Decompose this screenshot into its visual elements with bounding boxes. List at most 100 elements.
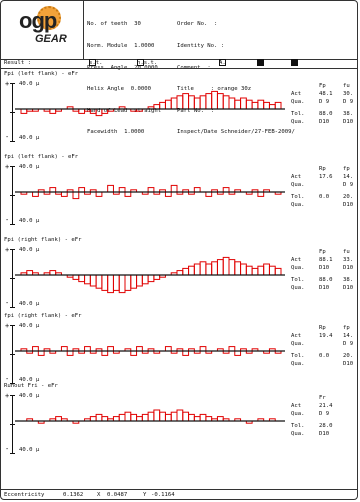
deviation-bar [147, 411, 155, 422]
minus-sign: - [5, 445, 10, 453]
deviation-bar [234, 99, 242, 110]
deviation-bar [164, 413, 172, 422]
scale-tick [10, 141, 15, 142]
deviation-bar [193, 97, 201, 110]
deviation-bar [130, 274, 138, 289]
deviation-bar [89, 108, 97, 114]
logo-subtitle: GEAR [35, 33, 67, 45]
stats-value: 88.0 [319, 111, 333, 117]
deviation-bar [101, 416, 109, 422]
section-2: Fpi (right flank) - eFr +40.0 µ 40.0 µ - Fp f… [1, 237, 357, 315]
plus-sign: + [5, 322, 10, 330]
deviation-bar [32, 191, 39, 197]
deviation-bar [159, 411, 166, 422]
eccentricity-value: 0.1362 [63, 492, 84, 498]
section-title: Fpi (left flank) - eFr [4, 71, 79, 77]
scale-tick [10, 224, 15, 225]
deviation-bar [49, 187, 57, 193]
section-1: fpi (left flank) - eFr +40.0 µ 40.0 µ - Rp fp… [1, 154, 357, 232]
stats-row-label: Tol. [291, 277, 305, 283]
deviation-bar [199, 413, 207, 422]
deviation-bar [222, 95, 230, 110]
scale-bottom-label: 40.0 µ [19, 447, 40, 453]
minus-sign: - [5, 133, 10, 141]
param-row: Press. Angle 20.0000 [87, 64, 158, 71]
stats-col-head: Fp [319, 83, 326, 89]
deviation-bar [60, 191, 68, 197]
deviation-bar [222, 256, 230, 276]
scale-top-label: 40.0 µ [19, 323, 40, 329]
scale-tick [10, 453, 15, 454]
deviation-bar [107, 346, 114, 352]
logo-text: ogp [19, 8, 57, 33]
stats-value: 38. [343, 111, 354, 117]
deviation-bar [164, 346, 172, 352]
deviation-bar [251, 267, 259, 276]
deviation-bar [228, 346, 236, 352]
deviation-bar [205, 416, 213, 422]
deviation-bar [164, 99, 172, 110]
stats-value: 0.0 [319, 194, 330, 200]
deviation-bar [20, 108, 28, 114]
deviation-bar [257, 265, 265, 276]
scale-tick [10, 354, 15, 355]
deviation-bar [211, 90, 218, 110]
deviation-bar [118, 274, 126, 294]
stats-value: 19.4 [319, 333, 333, 339]
header-divider [83, 1, 84, 59]
deviation-plot [15, 409, 285, 424]
deviation-bar [49, 270, 57, 276]
deviation-bar [176, 409, 184, 422]
deviation-bar [182, 350, 190, 356]
report-footer: Eccentricity 0.1362 X 0.0487 Y -0.1164 [1, 489, 357, 499]
param-row: Norm. Module 1.0000 [87, 43, 155, 50]
info-row: Order No. : [177, 21, 218, 28]
plus-sign: + [5, 80, 10, 88]
deviation-bar [234, 350, 242, 356]
stats-table: Rp fp Act 17.6 14. Qua. D 9 Tol. 0.0 20. Qua. D10 [291, 166, 357, 226]
deviation-bar [141, 274, 149, 285]
deviation-bar [32, 346, 39, 352]
section-0: Fpi (left flank) - eFr +40.0 µ 40.0 µ - Fp fu… [1, 71, 357, 149]
deviation-bar [228, 259, 236, 276]
stats-col-head: Fr [319, 395, 326, 401]
scale-tick [10, 166, 15, 167]
deviation-bar [182, 93, 190, 110]
stats-value: D10 [319, 265, 330, 271]
deviation-bar [101, 274, 109, 291]
scale-tick [10, 195, 15, 196]
stats-row-label: Act [291, 91, 302, 97]
deviation-bar [72, 274, 80, 280]
deviation-bar [55, 416, 62, 422]
stats-col-head: fu [343, 83, 350, 89]
stats-row-label: Act [291, 333, 302, 339]
stats-row-label: Act [291, 257, 302, 263]
deviation-bar [124, 411, 132, 422]
deviation-plot [15, 346, 285, 356]
deviation-bar [95, 274, 103, 289]
deviation-bar [118, 187, 126, 193]
deviation-bar [78, 187, 86, 193]
scale-top-label: 40.0 µ [19, 81, 40, 87]
stats-value: 38. [343, 277, 354, 283]
deviation-bar [234, 261, 242, 276]
section-title: fpi (left flank) - eFr [4, 154, 79, 160]
stats-value: D10 [343, 119, 354, 125]
stats-col-head: fp [343, 166, 350, 172]
deviation-bar [182, 267, 190, 276]
stats-value: 88.0 [319, 277, 333, 283]
stats-value: 48.1 [319, 91, 333, 97]
info-row: Title : orange 30z [177, 86, 252, 93]
deviation-bar [211, 261, 218, 276]
deviation-bar [176, 270, 184, 276]
deviation-bar [164, 191, 172, 197]
stats-col-head: Fp [319, 249, 326, 255]
deviation-bar [274, 101, 282, 110]
stats-row-label: Tol. [291, 111, 305, 117]
deviation-bar [112, 274, 120, 291]
deviation-bar [89, 416, 97, 422]
stats-value: 28.0 [319, 423, 333, 429]
deviation-bar [95, 108, 103, 117]
deviation-bar [176, 95, 184, 110]
